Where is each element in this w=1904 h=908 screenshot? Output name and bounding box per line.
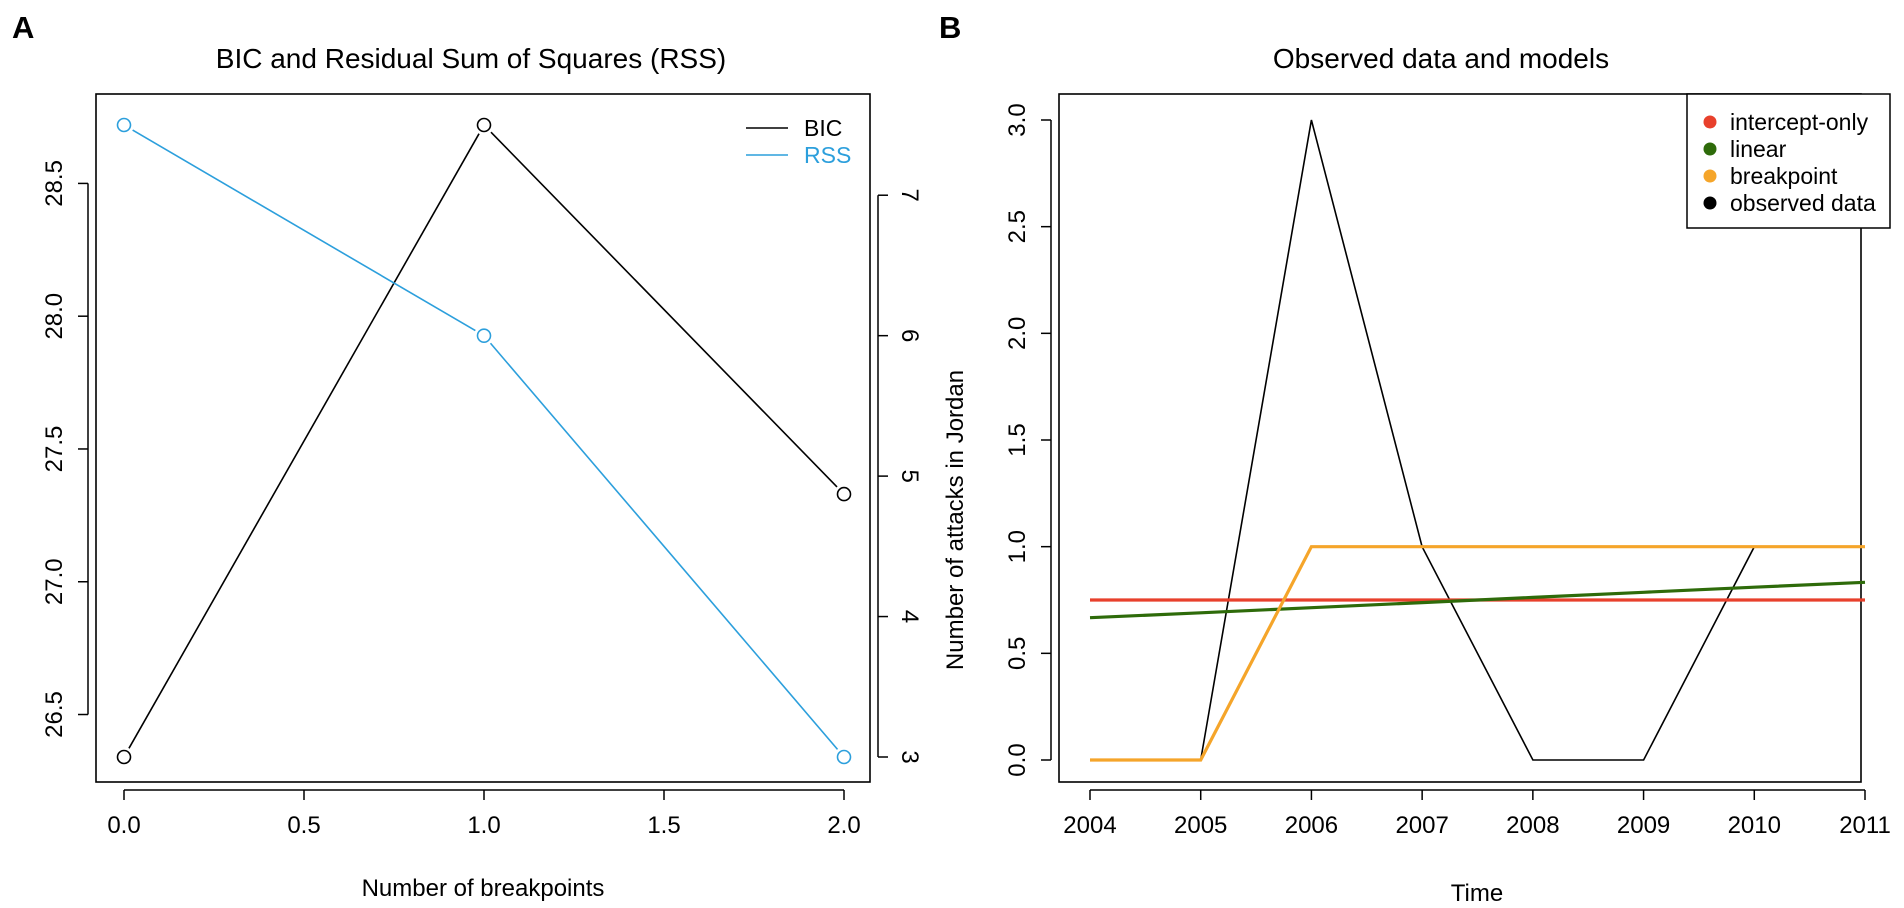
- chart-b-legend-intercept-only-label: intercept-only: [1730, 109, 1869, 135]
- chart-b-legend-box: [1686, 93, 1891, 229]
- chart-a-rss-point: [476, 328, 492, 343]
- chart-a-bic-point: [476, 117, 492, 133]
- chart-b-y-tick-label: 0.0: [1004, 743, 1031, 776]
- chart-a-x-tick-label: 0.0: [107, 812, 140, 839]
- chart-a-rss-segment: [132, 129, 476, 332]
- chart-b-linear-line: [1089, 580, 1866, 620]
- chart-b-x-tick-label: 2009: [1617, 812, 1670, 839]
- chart-a-x-tick-label: 1.0: [467, 812, 500, 839]
- chart-b-x-tick-label: 2008: [1506, 812, 1559, 839]
- chart-a-legend-rss-label: RSS: [804, 142, 851, 168]
- chart-a-left-y-tick-label: 28.5: [41, 160, 68, 207]
- chart-a-right-y-tick-label: 4: [896, 610, 923, 623]
- chart-a-rss-segment: [489, 342, 839, 750]
- chart-b-legend-breakpoint-marker: [1703, 169, 1717, 183]
- chart-b-xlabel: Time: [1451, 880, 1503, 907]
- chart-a-xlabel: Number of breakpoints: [362, 875, 605, 902]
- chart-a-plot-box: [95, 93, 871, 783]
- chart-a-bic-segment: [490, 131, 838, 488]
- chart-b-observed-data-line: [1090, 119, 1865, 761]
- chart-b-legend-observed-data-label: observed data: [1730, 190, 1876, 216]
- chart-b-plot-box: [1058, 93, 1862, 783]
- chart-b-y-tick-label: 2.5: [1004, 210, 1031, 243]
- chart-b-x-tick-label: 2004: [1063, 812, 1116, 839]
- chart-a-right-y-tick-label: 6: [896, 329, 923, 342]
- chart-b-legend-intercept-only-marker: [1703, 115, 1717, 129]
- chart-a-left-y-tick-label: 26.5: [41, 691, 68, 738]
- chart-a-bic-point: [116, 749, 132, 765]
- chart-a-left-y-tick-label: 28.0: [41, 293, 68, 340]
- chart-a-right-y-tick-label: 7: [896, 189, 923, 202]
- chart-a-legend-bic-label: BIC: [804, 115, 842, 141]
- chart-b-breakpoint-line: [1090, 545, 1865, 762]
- chart-b-y-tick-label: 0.5: [1004, 637, 1031, 670]
- chart-b-y-tick-label: 3.0: [1004, 103, 1031, 136]
- chart-a-x-tick-label: 2.0: [827, 812, 860, 839]
- chart-b-y-tick-label: 2.0: [1004, 317, 1031, 350]
- chart-a-x-tick-label: 1.5: [647, 812, 680, 839]
- chart-a-left-y-tick-label: 27.0: [41, 558, 68, 605]
- chart-b-y-tick-label: 1.0: [1004, 530, 1031, 563]
- chart-a-rss-point: [836, 749, 852, 765]
- chart-b-legend-observed-data-marker: [1703, 196, 1717, 210]
- panel-label-b: B: [939, 10, 961, 45]
- chart-a-bic-segment: [128, 133, 480, 749]
- chart-a-right-ylabel: Number of attacks in Jordan: [942, 370, 969, 670]
- chart-b-x-tick-label: 2011: [1839, 812, 1891, 839]
- chart-a-right-y-tick-label: 5: [896, 469, 923, 482]
- chart-b-legend-linear-marker: [1703, 142, 1717, 156]
- chart-b-x-tick-label: 2005: [1174, 812, 1227, 839]
- chart-b-x-tick-label: 2007: [1395, 812, 1448, 839]
- chart-a-left-y-tick-label: 27.5: [41, 426, 68, 473]
- chart-b-x-tick-label: 2006: [1285, 812, 1338, 839]
- chart-a-right-y-tick-label: 3: [896, 750, 923, 763]
- chart-b-x-tick-label: 2010: [1728, 812, 1781, 839]
- chart-b-title: Observed data and models: [1273, 43, 1609, 74]
- chart-a-x-tick-label: 0.5: [287, 812, 320, 839]
- chart-b-legend-breakpoint-label: breakpoint: [1730, 163, 1838, 189]
- chart-a-title: BIC and Residual Sum of Squares (RSS): [216, 43, 726, 74]
- chart-b-legend-linear-label: linear: [1730, 136, 1787, 162]
- chart-a-bic-point: [836, 486, 852, 502]
- chart-b-y-tick-label: 1.5: [1004, 423, 1031, 456]
- panel-label-a: A: [12, 10, 34, 45]
- chart-a-rss-point: [116, 117, 132, 133]
